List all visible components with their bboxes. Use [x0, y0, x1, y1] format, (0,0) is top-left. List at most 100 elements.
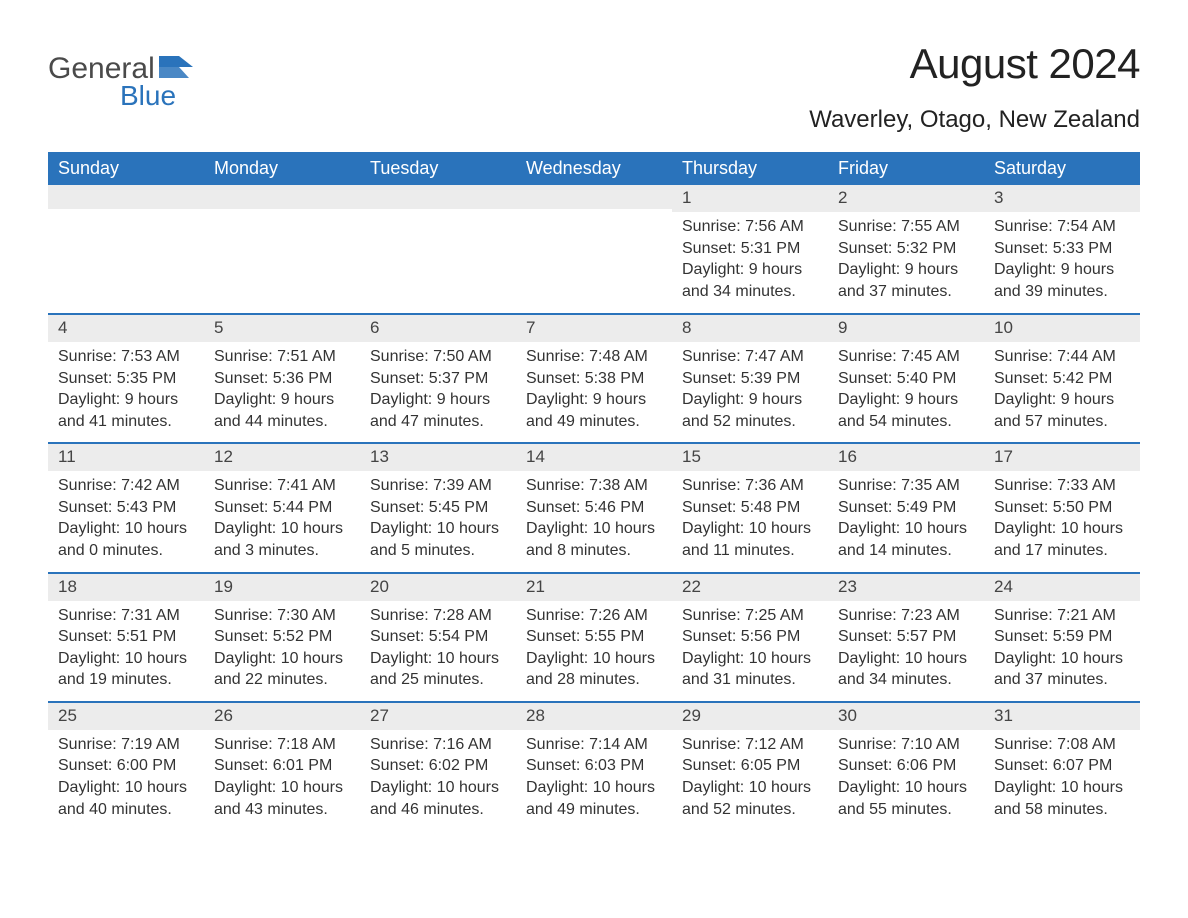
sunrise-text: Sunrise: 7:50 AM [370, 346, 506, 368]
sunrise-text: Sunrise: 7:56 AM [682, 216, 818, 238]
day-number: 9 [828, 315, 984, 342]
day-content: Sunrise: 7:54 AMSunset: 5:33 PMDaylight:… [984, 212, 1140, 312]
day-number: 26 [204, 703, 360, 730]
day-content: Sunrise: 7:31 AMSunset: 5:51 PMDaylight:… [48, 601, 204, 701]
calendar-day: 19Sunrise: 7:30 AMSunset: 5:52 PMDayligh… [204, 574, 360, 701]
calendar-day: 25Sunrise: 7:19 AMSunset: 6:00 PMDayligh… [48, 703, 204, 830]
calendar-day: 1Sunrise: 7:56 AMSunset: 5:31 PMDaylight… [672, 185, 828, 313]
calendar-week: 18Sunrise: 7:31 AMSunset: 5:51 PMDayligh… [48, 572, 1140, 701]
sunset-text: Sunset: 5:31 PM [682, 238, 818, 260]
daylight-text: Daylight: 10 hours and 25 minutes. [370, 648, 506, 691]
sunset-text: Sunset: 6:03 PM [526, 755, 662, 777]
day-number [360, 185, 516, 209]
daylight-text: Daylight: 10 hours and 0 minutes. [58, 518, 194, 561]
day-number: 2 [828, 185, 984, 212]
daylight-text: Daylight: 10 hours and 28 minutes. [526, 648, 662, 691]
calendar: Sunday Monday Tuesday Wednesday Thursday… [48, 152, 1140, 830]
day-number: 4 [48, 315, 204, 342]
day-number: 31 [984, 703, 1140, 730]
calendar-day: 23Sunrise: 7:23 AMSunset: 5:57 PMDayligh… [828, 574, 984, 701]
calendar-day: 13Sunrise: 7:39 AMSunset: 5:45 PMDayligh… [360, 444, 516, 571]
day-content: Sunrise: 7:26 AMSunset: 5:55 PMDaylight:… [516, 601, 672, 701]
sunset-text: Sunset: 5:54 PM [370, 626, 506, 648]
day-content: Sunrise: 7:56 AMSunset: 5:31 PMDaylight:… [672, 212, 828, 312]
sunrise-text: Sunrise: 7:31 AM [58, 605, 194, 627]
sunset-text: Sunset: 5:44 PM [214, 497, 350, 519]
calendar-day: 10Sunrise: 7:44 AMSunset: 5:42 PMDayligh… [984, 315, 1140, 442]
location-subtitle: Waverley, Otago, New Zealand [809, 106, 1140, 134]
daylight-text: Daylight: 10 hours and 31 minutes. [682, 648, 818, 691]
sunrise-text: Sunrise: 7:28 AM [370, 605, 506, 627]
sunset-text: Sunset: 5:50 PM [994, 497, 1130, 519]
day-content: Sunrise: 7:16 AMSunset: 6:02 PMDaylight:… [360, 730, 516, 830]
day-content: Sunrise: 7:30 AMSunset: 5:52 PMDaylight:… [204, 601, 360, 701]
calendar-day: 11Sunrise: 7:42 AMSunset: 5:43 PMDayligh… [48, 444, 204, 571]
sunrise-text: Sunrise: 7:30 AM [214, 605, 350, 627]
calendar-day: 12Sunrise: 7:41 AMSunset: 5:44 PMDayligh… [204, 444, 360, 571]
calendar-day: 24Sunrise: 7:21 AMSunset: 5:59 PMDayligh… [984, 574, 1140, 701]
day-number: 10 [984, 315, 1140, 342]
calendar-day: 31Sunrise: 7:08 AMSunset: 6:07 PMDayligh… [984, 703, 1140, 830]
day-content: Sunrise: 7:28 AMSunset: 5:54 PMDaylight:… [360, 601, 516, 701]
sunset-text: Sunset: 5:33 PM [994, 238, 1130, 260]
daylight-text: Daylight: 10 hours and 46 minutes. [370, 777, 506, 820]
day-content: Sunrise: 7:33 AMSunset: 5:50 PMDaylight:… [984, 471, 1140, 571]
day-number: 7 [516, 315, 672, 342]
calendar-week: 11Sunrise: 7:42 AMSunset: 5:43 PMDayligh… [48, 442, 1140, 571]
sunrise-text: Sunrise: 7:26 AM [526, 605, 662, 627]
sunrise-text: Sunrise: 7:36 AM [682, 475, 818, 497]
day-content: Sunrise: 7:53 AMSunset: 5:35 PMDaylight:… [48, 342, 204, 442]
day-content: Sunrise: 7:48 AMSunset: 5:38 PMDaylight:… [516, 342, 672, 442]
sunrise-text: Sunrise: 7:38 AM [526, 475, 662, 497]
sunrise-text: Sunrise: 7:55 AM [838, 216, 974, 238]
sunset-text: Sunset: 5:57 PM [838, 626, 974, 648]
weekday-header: Monday [204, 152, 360, 185]
daylight-text: Daylight: 10 hours and 11 minutes. [682, 518, 818, 561]
sunset-text: Sunset: 5:42 PM [994, 368, 1130, 390]
day-content: Sunrise: 7:50 AMSunset: 5:37 PMDaylight:… [360, 342, 516, 442]
day-number [516, 185, 672, 209]
day-content: Sunrise: 7:19 AMSunset: 6:00 PMDaylight:… [48, 730, 204, 830]
calendar-day: 5Sunrise: 7:51 AMSunset: 5:36 PMDaylight… [204, 315, 360, 442]
calendar-day [516, 185, 672, 313]
sunrise-text: Sunrise: 7:23 AM [838, 605, 974, 627]
daylight-text: Daylight: 9 hours and 37 minutes. [838, 259, 974, 302]
sunset-text: Sunset: 5:39 PM [682, 368, 818, 390]
day-content: Sunrise: 7:44 AMSunset: 5:42 PMDaylight:… [984, 342, 1140, 442]
sunset-text: Sunset: 5:52 PM [214, 626, 350, 648]
day-number: 28 [516, 703, 672, 730]
sunrise-text: Sunrise: 7:42 AM [58, 475, 194, 497]
daylight-text: Daylight: 10 hours and 58 minutes. [994, 777, 1130, 820]
sunset-text: Sunset: 5:56 PM [682, 626, 818, 648]
daylight-text: Daylight: 9 hours and 34 minutes. [682, 259, 818, 302]
day-number: 11 [48, 444, 204, 471]
daylight-text: Daylight: 9 hours and 39 minutes. [994, 259, 1130, 302]
day-number [204, 185, 360, 209]
day-number: 19 [204, 574, 360, 601]
sunset-text: Sunset: 6:05 PM [682, 755, 818, 777]
weekday-header: Wednesday [516, 152, 672, 185]
day-number: 6 [360, 315, 516, 342]
calendar-day: 21Sunrise: 7:26 AMSunset: 5:55 PMDayligh… [516, 574, 672, 701]
sunrise-text: Sunrise: 7:44 AM [994, 346, 1130, 368]
daylight-text: Daylight: 9 hours and 52 minutes. [682, 389, 818, 432]
sunset-text: Sunset: 5:35 PM [58, 368, 194, 390]
day-content: Sunrise: 7:39 AMSunset: 5:45 PMDaylight:… [360, 471, 516, 571]
sunrise-text: Sunrise: 7:51 AM [214, 346, 350, 368]
sunrise-text: Sunrise: 7:12 AM [682, 734, 818, 756]
sunrise-text: Sunrise: 7:33 AM [994, 475, 1130, 497]
day-number: 12 [204, 444, 360, 471]
sunset-text: Sunset: 5:51 PM [58, 626, 194, 648]
calendar-day [48, 185, 204, 313]
calendar-day: 27Sunrise: 7:16 AMSunset: 6:02 PMDayligh… [360, 703, 516, 830]
daylight-text: Daylight: 10 hours and 55 minutes. [838, 777, 974, 820]
weekday-header: Sunday [48, 152, 204, 185]
sunset-text: Sunset: 5:37 PM [370, 368, 506, 390]
daylight-text: Daylight: 10 hours and 14 minutes. [838, 518, 974, 561]
day-number: 25 [48, 703, 204, 730]
weekday-header: Saturday [984, 152, 1140, 185]
daylight-text: Daylight: 9 hours and 44 minutes. [214, 389, 350, 432]
sunrise-text: Sunrise: 7:45 AM [838, 346, 974, 368]
calendar-day: 17Sunrise: 7:33 AMSunset: 5:50 PMDayligh… [984, 444, 1140, 571]
day-number: 24 [984, 574, 1140, 601]
